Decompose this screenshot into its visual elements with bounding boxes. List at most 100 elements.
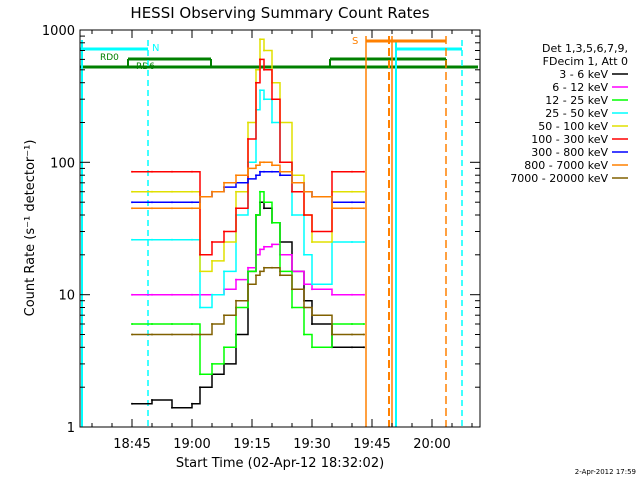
data-point bbox=[311, 314, 313, 317]
data-point bbox=[311, 230, 313, 233]
data-point bbox=[263, 207, 265, 210]
legend-label: 50 - 100 keV bbox=[538, 120, 608, 133]
x-tick-label: 18:45 bbox=[113, 437, 150, 452]
data-point bbox=[131, 207, 133, 210]
data-point bbox=[263, 49, 265, 52]
data-point bbox=[351, 241, 353, 243]
data-point bbox=[291, 306, 293, 309]
data-point bbox=[191, 201, 193, 204]
data-point bbox=[171, 333, 173, 336]
data-point bbox=[363, 241, 365, 243]
data-point bbox=[263, 245, 265, 248]
data-point bbox=[311, 241, 313, 243]
legend: Det 1,3,5,6,7,9,FDecim 1, Att 03 - 6 keV… bbox=[510, 42, 628, 185]
data-point bbox=[279, 274, 281, 277]
data-point bbox=[199, 373, 201, 376]
data-point bbox=[271, 266, 273, 269]
data-point bbox=[271, 164, 273, 167]
data-point bbox=[171, 190, 173, 193]
data-point bbox=[259, 270, 261, 273]
data-point bbox=[223, 346, 225, 349]
data-point bbox=[279, 170, 281, 173]
data-point bbox=[131, 238, 133, 241]
series-line-9 bbox=[132, 266, 364, 336]
data-point bbox=[303, 190, 305, 193]
data-point bbox=[199, 386, 201, 389]
timestamp: 2-Apr-2012 17:59 bbox=[575, 468, 636, 476]
legend-label: 300 - 800 keV bbox=[531, 146, 608, 159]
data-point bbox=[211, 323, 213, 325]
data-point bbox=[223, 270, 225, 273]
data-point bbox=[363, 293, 365, 296]
data-point bbox=[331, 293, 333, 296]
x-axis: 18:45 19:00 19:15 19:30 19:45 20:00 bbox=[91, 30, 473, 452]
data-point bbox=[259, 161, 261, 164]
data-point bbox=[291, 214, 293, 216]
data-point bbox=[191, 238, 193, 241]
data-point bbox=[263, 98, 265, 101]
x-tick-label: 20:00 bbox=[413, 437, 450, 452]
data-point bbox=[151, 238, 153, 241]
data-point bbox=[199, 306, 201, 309]
data-point bbox=[363, 201, 365, 204]
data-point bbox=[263, 201, 265, 204]
data-point bbox=[351, 323, 353, 325]
data-point bbox=[363, 170, 365, 173]
data-point bbox=[199, 270, 201, 273]
data-point bbox=[271, 243, 273, 246]
data-point bbox=[235, 190, 237, 193]
y-tick-label: 100 bbox=[50, 156, 75, 171]
legend-label: 3 - 6 keV bbox=[559, 68, 608, 81]
data-point bbox=[303, 306, 305, 309]
data-point bbox=[271, 170, 273, 173]
data-point bbox=[255, 164, 257, 167]
data-point bbox=[255, 81, 257, 84]
data-point bbox=[131, 323, 133, 325]
data-point bbox=[199, 333, 201, 336]
legend-header-line: Det 1,3,5,6,7,9, bbox=[542, 42, 628, 55]
data-point bbox=[263, 161, 265, 164]
data-point bbox=[131, 333, 133, 336]
series-line-6 bbox=[132, 58, 364, 256]
data-point bbox=[235, 299, 237, 302]
data-point bbox=[191, 333, 193, 336]
data-point bbox=[235, 207, 237, 210]
data-point bbox=[255, 68, 257, 71]
data-point bbox=[311, 346, 313, 349]
data-point bbox=[171, 293, 173, 296]
legend-label: 12 - 25 keV bbox=[545, 94, 608, 107]
data-point bbox=[363, 333, 365, 336]
data-point bbox=[171, 323, 173, 325]
data-point bbox=[223, 314, 225, 317]
data-point bbox=[351, 346, 353, 349]
data-point bbox=[271, 221, 273, 224]
data-point bbox=[151, 190, 153, 193]
data-point bbox=[151, 170, 153, 173]
data-point bbox=[247, 177, 249, 180]
data-point bbox=[191, 190, 193, 193]
x-tick-label: 19:00 bbox=[173, 437, 210, 452]
data-point bbox=[259, 89, 261, 92]
data-point bbox=[247, 121, 249, 124]
x-tick-label: 19:45 bbox=[353, 437, 390, 452]
data-point bbox=[211, 362, 213, 365]
data-point bbox=[211, 293, 213, 296]
data-point bbox=[171, 207, 173, 210]
legend-label: 25 - 50 keV bbox=[545, 107, 608, 120]
x-tick-label: 19:30 bbox=[293, 437, 330, 452]
legend-label: 6 - 12 keV bbox=[552, 81, 608, 94]
chart-title: HESSI Observing Summary Count Rates bbox=[130, 4, 429, 22]
legend-label: 100 - 300 keV bbox=[531, 133, 608, 146]
data-point bbox=[255, 174, 257, 177]
data-point bbox=[363, 207, 365, 210]
y-tick-label: 10 bbox=[58, 289, 75, 304]
data-point bbox=[151, 207, 153, 210]
data-point bbox=[131, 170, 133, 173]
legend-label: 7000 - 20000 keV bbox=[510, 172, 608, 185]
y-axis: 1 10 100 1000 bbox=[42, 24, 480, 436]
data-point bbox=[255, 274, 257, 277]
data-point bbox=[199, 195, 201, 198]
data-point bbox=[223, 181, 225, 184]
